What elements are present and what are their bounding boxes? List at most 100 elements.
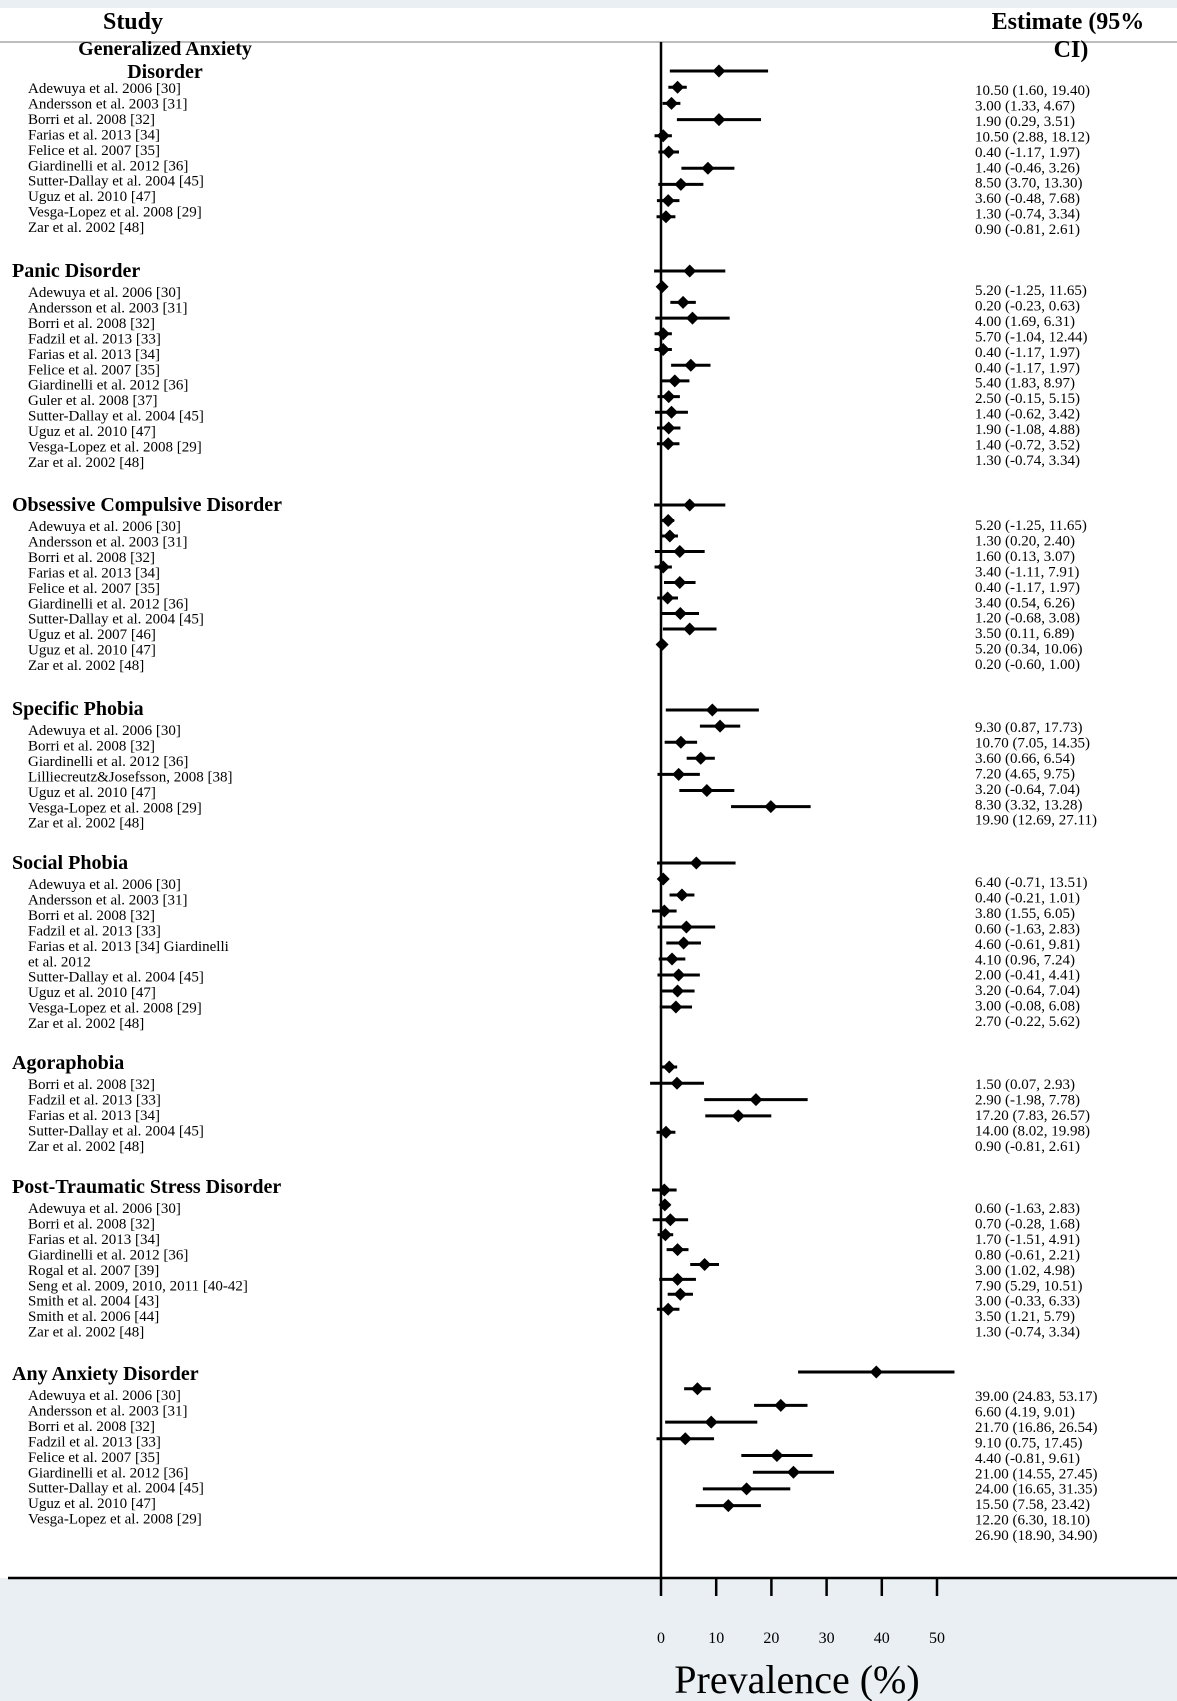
- group-0-estimate-3: 10.50 (2.88, 18.12): [975, 129, 1090, 145]
- group-3-point-3: [694, 751, 708, 765]
- group-4-estimate-1: 0.40 (-0.21, 1.01): [975, 890, 1080, 906]
- group-2-point-7: [673, 607, 687, 620]
- group-2-estimate-5: 3.40 (0.54, 6.26): [975, 595, 1075, 611]
- group-5-point-0: [662, 1060, 676, 1074]
- group-1-point-3: [685, 311, 699, 325]
- header-estimate-line1: Estimate (95%: [992, 9, 1145, 35]
- group-0-point-0: [712, 64, 726, 78]
- group-5-point-4: [659, 1125, 673, 1139]
- group-0-estimate-6: 8.50 (3.70, 13.30): [975, 176, 1083, 192]
- group-5-study-label-3: Sutter-Dallay et al. 2004 [45]: [28, 1123, 204, 1139]
- group-4-study-label-9: Zar et al. 2002 [48]: [28, 1016, 144, 1032]
- group-1-study-label-11: Zar et al. 2002 [48]: [28, 455, 144, 471]
- group-2-estimate-2: 1.60 (0.13, 3.07): [975, 549, 1075, 565]
- group-7-point-6: [786, 1465, 800, 1479]
- group-3-study-label-0: Adewuya et al. 2006 [30]: [28, 723, 181, 739]
- group-5-title: Agoraphobia: [12, 1052, 124, 1074]
- group-0-study-label-2: Borri et al. 2008 [32]: [28, 112, 155, 128]
- group-2-study-label-0: Adewuya et al. 2006 [30]: [28, 519, 181, 535]
- group-2-estimate-0: 5.20 (-1.25, 11.65): [975, 518, 1087, 534]
- x-tick-label-0: 0: [657, 1630, 665, 1647]
- group-1-study-label-0: Adewuya et al. 2006 [30]: [28, 285, 181, 301]
- group-1-point-9: [664, 405, 678, 419]
- group-2-estimate-3: 3.40 (-1.11, 7.91): [975, 564, 1079, 580]
- group-2-study-label-7: Uguz et al. 2007 [46]: [28, 627, 156, 643]
- group-6-title: Post-Traumatic Stress Disorder: [12, 1176, 281, 1198]
- group-3-estimate-0: 9.30 (0.87, 17.73): [975, 720, 1083, 736]
- group-7-study-label-4: Felice et al. 2007 [35]: [28, 1450, 160, 1466]
- group-1-point-11: [661, 437, 675, 451]
- group-5-study-label-4: Zar et al. 2002 [48]: [28, 1139, 144, 1155]
- group-2-point-3: [673, 545, 687, 558]
- group-3-study-label-6: Zar et al. 2002 [48]: [28, 816, 144, 832]
- group-7-estimate-5: 21.00 (14.55, 27.45): [975, 1466, 1098, 1482]
- group-1-point-10: [662, 421, 676, 435]
- group-0-study-label-0: Adewuya et al. 2006 [30]: [28, 81, 181, 97]
- group-5-point-3: [731, 1109, 745, 1123]
- group-6-estimate-4: 3.00 (1.02, 4.98): [975, 1263, 1075, 1279]
- group-5-study-label-0: Borri et al. 2008 [32]: [28, 1077, 155, 1093]
- group-0-estimate-1: 3.00 (1.33, 4.67): [975, 98, 1075, 114]
- group-4-point-9: [669, 1000, 683, 1014]
- group-7-point-0: [869, 1365, 883, 1379]
- group-7-point-7: [740, 1482, 754, 1496]
- group-5-estimate-3: 14.00 (8.02, 19.98): [975, 1123, 1090, 1139]
- group-2-estimate-9: 0.20 (-0.60, 1.00): [975, 657, 1080, 673]
- group-4-estimate-0: 6.40 (-0.71, 13.51): [975, 875, 1088, 891]
- group-6-study-label-8: Zar et al. 2002 [48]: [28, 1325, 144, 1341]
- group-4-estimate-3: 0.60 (-1.63, 2.83): [975, 921, 1080, 937]
- group-7-study-label-6: Sutter-Dallay et al. 2004 [45]: [28, 1481, 204, 1497]
- group-0-point-3: [712, 113, 726, 127]
- group-4-study-label-6: Sutter-Dallay et al. 2004 [45]: [28, 970, 204, 986]
- header-estimate-line2: CI): [1054, 37, 1089, 63]
- group-6-estimate-2: 1.70 (-1.51, 4.91): [975, 1232, 1080, 1248]
- group-1-study-label-5: Felice et al. 2007 [35]: [28, 362, 160, 378]
- group-6-estimate-3: 0.80 (-0.61, 2.21): [975, 1247, 1080, 1263]
- group-3-estimate-4: 3.20 (-0.64, 7.04): [975, 782, 1080, 798]
- group-7-estimate-8: 12.20 (6.30, 18.10): [975, 1513, 1090, 1529]
- group-7-study-label-0: Adewuya et al. 2006 [30]: [28, 1388, 181, 1404]
- group-0-study-label-1: Andersson et al. 2003 [31]: [28, 96, 188, 112]
- group-4-point-5: [677, 936, 691, 950]
- group-1-estimate-8: 1.40 (-0.62, 3.42): [975, 407, 1080, 423]
- group-4-estimate-5: 4.10 (0.96, 7.24): [975, 952, 1075, 968]
- group-2-estimate-8: 5.20 (0.34, 10.06): [975, 642, 1083, 658]
- group-3-point-2: [674, 735, 688, 749]
- group-4-study-label-0: Adewuya et al. 2006 [30]: [28, 877, 181, 893]
- group-7-study-label-2: Borri et al. 2008 [32]: [28, 1419, 155, 1435]
- group-3-study-label-5: Vesga-Lopez et al. 2008 [29]: [28, 800, 202, 816]
- group-2-study-label-9: Zar et al. 2002 [48]: [28, 658, 144, 674]
- group-4-study-label-5: et al. 2012: [28, 954, 91, 970]
- group-3-estimate-1: 10.70 (7.05, 14.35): [975, 735, 1090, 751]
- group-7-study-label-8: Vesga-Lopez et al. 2008 [29]: [28, 1512, 202, 1528]
- group-1-point-1: [655, 280, 669, 294]
- x-axis-title: Prevalence (%): [674, 1657, 919, 1701]
- group-0-point-8: [661, 194, 675, 208]
- group-3-point-1: [713, 719, 727, 733]
- group-6-point-8: [661, 1302, 675, 1316]
- group-7-title: Any Anxiety Disorder: [12, 1363, 199, 1385]
- group-7-study-label-5: Giardinelli et al. 2012 [36]: [28, 1465, 188, 1481]
- group-6-point-7: [673, 1287, 687, 1301]
- group-4-study-label-7: Uguz et al. 2010 [47]: [28, 985, 156, 1001]
- group-4-estimate-2: 3.80 (1.55, 6.05): [975, 906, 1075, 922]
- group-0-point-5: [662, 145, 676, 159]
- group-3-estimate-3: 7.20 (4.65, 9.75): [975, 766, 1075, 782]
- group-6-estimate-7: 3.50 (1.21, 5.79): [975, 1309, 1075, 1325]
- group-1-estimate-10: 1.40 (-0.72, 3.52): [975, 438, 1080, 454]
- group-4-point-3: [657, 904, 671, 918]
- group-4-point-6: [665, 952, 679, 966]
- group-1-study-label-1: Andersson et al. 2003 [31]: [28, 300, 188, 316]
- group-3-study-label-4: Uguz et al. 2010 [47]: [28, 785, 156, 801]
- group-0-estimate-0: 10.50 (1.60, 19.40): [975, 83, 1090, 99]
- group-0-estimate-4: 0.40 (-1.17, 1.97): [975, 145, 1080, 161]
- group-title-0: Generalized Anxiety Disorder: [78, 38, 252, 83]
- group-3-point-5: [700, 784, 714, 797]
- group-0-study-label-6: Sutter-Dallay et al. 2004 [45]: [28, 174, 204, 190]
- group-3-estimate-5: 8.30 (3.32, 13.28): [975, 797, 1083, 813]
- group-1-study-label-10: Vesga-Lopez et al. 2008 [29]: [28, 440, 202, 456]
- group-1-estimate-1: 0.20 (-0.23, 0.63): [975, 298, 1080, 314]
- group-7-estimate-7: 15.50 (7.58, 23.42): [975, 1497, 1090, 1513]
- group-1-point-4: [656, 327, 670, 341]
- group-6-estimate-0: 0.60 (-1.63, 2.83): [975, 1201, 1080, 1217]
